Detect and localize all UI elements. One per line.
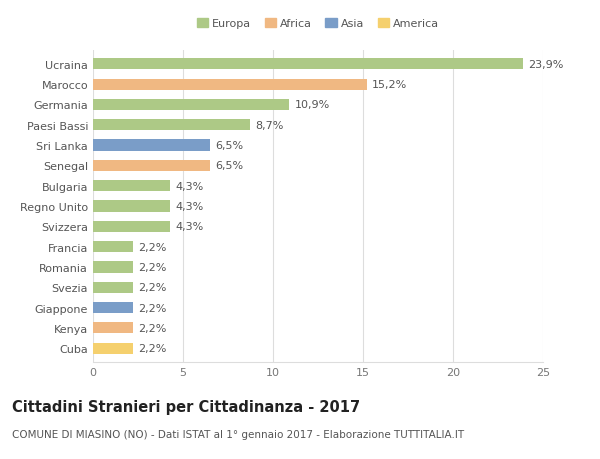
Text: 2,2%: 2,2% (138, 323, 166, 333)
Bar (93, 302, 133, 313)
Bar (93, 262, 133, 273)
Bar (93, 79, 367, 90)
Bar (93, 161, 210, 172)
Text: COMUNE DI MIASINO (NO) - Dati ISTAT al 1° gennaio 2017 - Elaborazione TUTTITALIA: COMUNE DI MIASINO (NO) - Dati ISTAT al 1… (12, 429, 464, 439)
Text: 23,9%: 23,9% (529, 60, 564, 70)
Bar (93, 201, 170, 212)
Legend: Europa, Africa, Asia, America: Europa, Africa, Asia, America (197, 18, 439, 29)
Bar (93, 323, 133, 334)
Bar (93, 140, 210, 151)
Bar (93, 343, 133, 354)
Text: 2,2%: 2,2% (138, 343, 166, 353)
Text: 6,5%: 6,5% (215, 141, 244, 151)
Text: 4,3%: 4,3% (176, 181, 204, 191)
Text: 15,2%: 15,2% (372, 80, 407, 90)
Bar (93, 100, 289, 111)
Bar (93, 120, 250, 131)
Text: 10,9%: 10,9% (295, 100, 330, 110)
Bar (93, 241, 133, 252)
Text: 2,2%: 2,2% (138, 303, 166, 313)
Bar (93, 282, 133, 293)
Text: 4,3%: 4,3% (176, 222, 204, 232)
Text: Cittadini Stranieri per Cittadinanza - 2017: Cittadini Stranieri per Cittadinanza - 2… (12, 399, 360, 414)
Text: 8,7%: 8,7% (255, 121, 283, 130)
Text: 6,5%: 6,5% (215, 161, 244, 171)
Text: 4,3%: 4,3% (176, 202, 204, 212)
Text: 2,2%: 2,2% (138, 283, 166, 292)
Bar (93, 59, 523, 70)
Bar (93, 221, 170, 232)
Text: 2,2%: 2,2% (138, 263, 166, 272)
Bar (93, 181, 170, 192)
Text: 2,2%: 2,2% (138, 242, 166, 252)
